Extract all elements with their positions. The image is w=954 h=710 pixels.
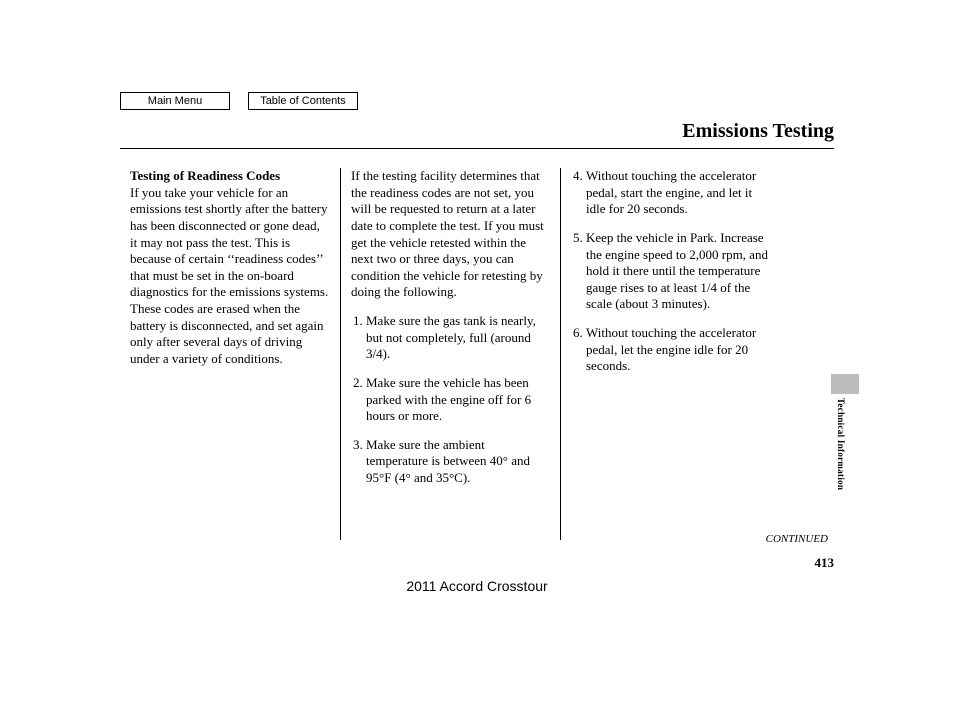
main-menu-button[interactable]: Main Menu: [120, 92, 230, 110]
col1-body: If you take your vehicle for an emission…: [130, 185, 328, 366]
column-1: Testing of Readiness Codes If you take y…: [120, 168, 340, 540]
section-tab-label: Technical Information: [836, 398, 846, 490]
table-of-contents-button[interactable]: Table of Contents: [248, 92, 358, 110]
step-item: Make sure the vehicle has been parked wi…: [366, 375, 550, 425]
column-2: If the testing facility determines that …: [340, 168, 560, 540]
step-item: Make sure the ambient temperature is bet…: [366, 437, 550, 487]
model-footer: 2011 Accord Crosstour: [0, 578, 954, 594]
step-item: Make sure the gas tank is nearly, but no…: [366, 313, 550, 363]
section-tab-marker: [831, 374, 859, 394]
col2-intro: If the testing facility determines that …: [351, 168, 550, 301]
col2-steps-list: Make sure the gas tank is nearly, but no…: [351, 313, 550, 487]
page-title: Emissions Testing: [682, 120, 834, 143]
title-rule: [120, 148, 834, 149]
column-3: Without touching the accelerator pedal, …: [560, 168, 780, 540]
col3-steps-list: Without touching the accelerator pedal, …: [571, 168, 770, 375]
step-item: Without touching the accelerator pedal, …: [586, 325, 770, 375]
nav-button-group: Main Menu Table of Contents: [120, 92, 358, 110]
col1-heading: Testing of Readiness Codes: [130, 168, 280, 183]
page-number: 413: [815, 555, 835, 571]
content-columns: Testing of Readiness Codes If you take y…: [120, 168, 780, 540]
step-item: Without touching the accelerator pedal, …: [586, 168, 770, 218]
continued-label: CONTINUED: [766, 533, 828, 545]
step-item: Keep the vehicle in Park. Increase the e…: [586, 230, 770, 313]
